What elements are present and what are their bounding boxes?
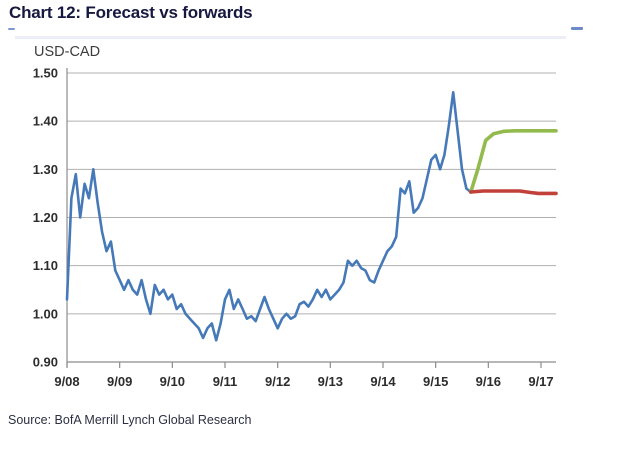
x-tick-label: 9/09 (107, 374, 132, 389)
title-dash-right-artifact (571, 27, 583, 30)
x-tick-label: 9/11 (213, 374, 238, 389)
x-tick-label: 9/13 (318, 374, 343, 389)
x-tick-label: 9/17 (528, 374, 553, 389)
y-tick-label: 1.20 (33, 210, 58, 225)
y-tick-label: 1.30 (33, 162, 58, 177)
forecast-line (468, 129, 558, 194)
y-tick-label: 0.90 (33, 355, 58, 370)
history-line (65, 91, 473, 342)
forwards-line (468, 189, 558, 196)
chart-title: Chart 12: Forecast vs forwards (9, 3, 253, 22)
y-axis-title: USD-CAD (34, 44, 101, 60)
title-dash-left-artifact (8, 28, 15, 30)
title-underline (15, 36, 566, 39)
y-tick-label: 1.50 (33, 66, 58, 81)
x-tick-label: 9/10 (160, 374, 185, 389)
x-tick-label: 9/16 (476, 374, 501, 389)
y-tick-label: 1.40 (33, 114, 58, 129)
x-tick-label: 9/15 (423, 374, 448, 389)
x-tick-label: 9/14 (370, 374, 396, 389)
y-tick-label: 1.10 (33, 258, 58, 273)
source-note: Source: BofA Merrill Lynch Global Resear… (8, 413, 252, 427)
y-tick-label: 1.00 (33, 306, 58, 321)
x-tick-label: 9/12 (265, 374, 290, 389)
x-tick-label: 9/08 (54, 374, 79, 389)
